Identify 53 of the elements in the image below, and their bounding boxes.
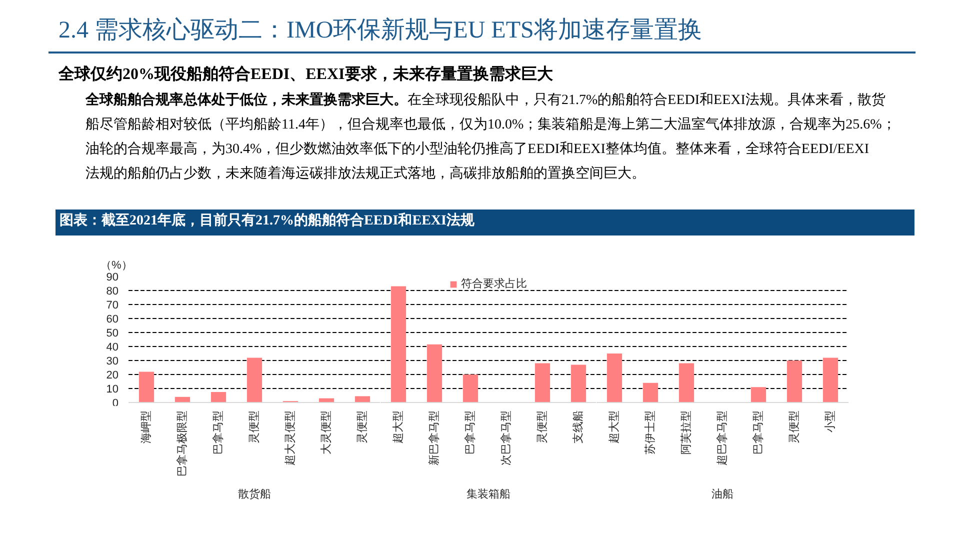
x-tick-label: 支线船 [572,410,584,444]
bar [678,363,694,402]
chart-title: 2.4 需求核心驱动二：IMO环保新规与EU ETS将加速存量置换 [58,16,702,44]
text: 全球船舶合规率总体处于低位，未来置换需求巨大。在全球现役船队中，只有21.7%的船舶符合EEDI和EEXI法规。具体来看，散货船尽管船龄相对较低（平均船龄11.4年），但合规率也最低，仅为10.0%；集装箱船是海上第二大温室气体排放源，合规率为25.6%；油轮的合规率最高，为30.4%，但少数燃油效率低下的小型油轮仍推高了EEDI和EEXI整体均值。整体来看，全球符合EEDI/EEXI法规的船舶仍占少数，未来随着海运碳排放法规正式落地，高碳排放船舶的置换空间巨大。 [84,91,896,182]
y-tick-label: 80 [106,286,119,298]
x-tick-label: 灵便型 [248,410,260,444]
bar [786,360,802,402]
x-tick-label: 灵便型 [788,410,800,444]
y-tick-label: 30 [106,356,119,368]
x-tick-label: 巴拿马型 [212,410,224,454]
x-tick-label: 小型 [824,410,836,432]
bar [570,364,586,402]
y-tick-label: 90 [106,272,119,284]
y-tick-label: 20 [106,370,119,382]
x-tick-label: 新巴拿马型 [428,410,440,466]
bar [750,387,766,402]
bar [138,372,154,402]
x-tick-label: 巴拿马型 [464,410,476,454]
x-tick-label: 次巴拿马型 [500,410,512,466]
y-tick-label: 70 [106,300,119,312]
x-axis-title: 集装箱船 [466,488,510,500]
x-tick-label: 大灵便型 [320,410,332,454]
x-tick-label: 灵便型 [356,410,368,444]
bar [642,382,658,402]
text: 图表：截至2021年底，目前只有21.7%的船舶符合EEDI和EEXI法规 [60,212,476,228]
y-tick-label: 50 [106,328,119,340]
x-tick-label: 超大型 [392,410,404,444]
x-tick-label: 海岬型 [140,410,152,444]
y-tick-label: 10 [106,384,119,396]
bar [822,358,838,402]
x-tick-label: 超巴拿马型 [716,410,728,466]
x-tick-label: 巴拿马极限型 [176,410,188,476]
x-tick-label: 苏伊士型 [644,410,656,454]
bar [246,358,262,402]
x-tick-label: 超大型 [608,410,620,444]
bar [606,354,622,402]
bar [210,392,226,402]
x-axis-title: 油船 [712,488,734,500]
bar [426,344,442,402]
x-axis-title: 散货船 [238,488,271,500]
bar [462,374,478,402]
legend-label: 符合要求占比 [461,277,527,291]
x-tick-label: 阿芙拉型 [680,410,692,454]
x-tick-label: 巴拿马型 [752,410,764,454]
x-tick-label: 超大灵便型 [284,410,296,466]
y-axis-title: （%） [100,260,132,272]
y-tick-label: 60 [106,314,119,326]
x-tick-label: 灵便型 [536,410,548,444]
bar [534,363,550,402]
bar [354,396,370,402]
chart-subtitle: 全球仅约20%现役船舶符合EEDI、EEXI要求，未来存量置换需求巨大 [58,65,554,83]
bar [390,286,406,402]
y-tick-label: 40 [106,342,119,354]
